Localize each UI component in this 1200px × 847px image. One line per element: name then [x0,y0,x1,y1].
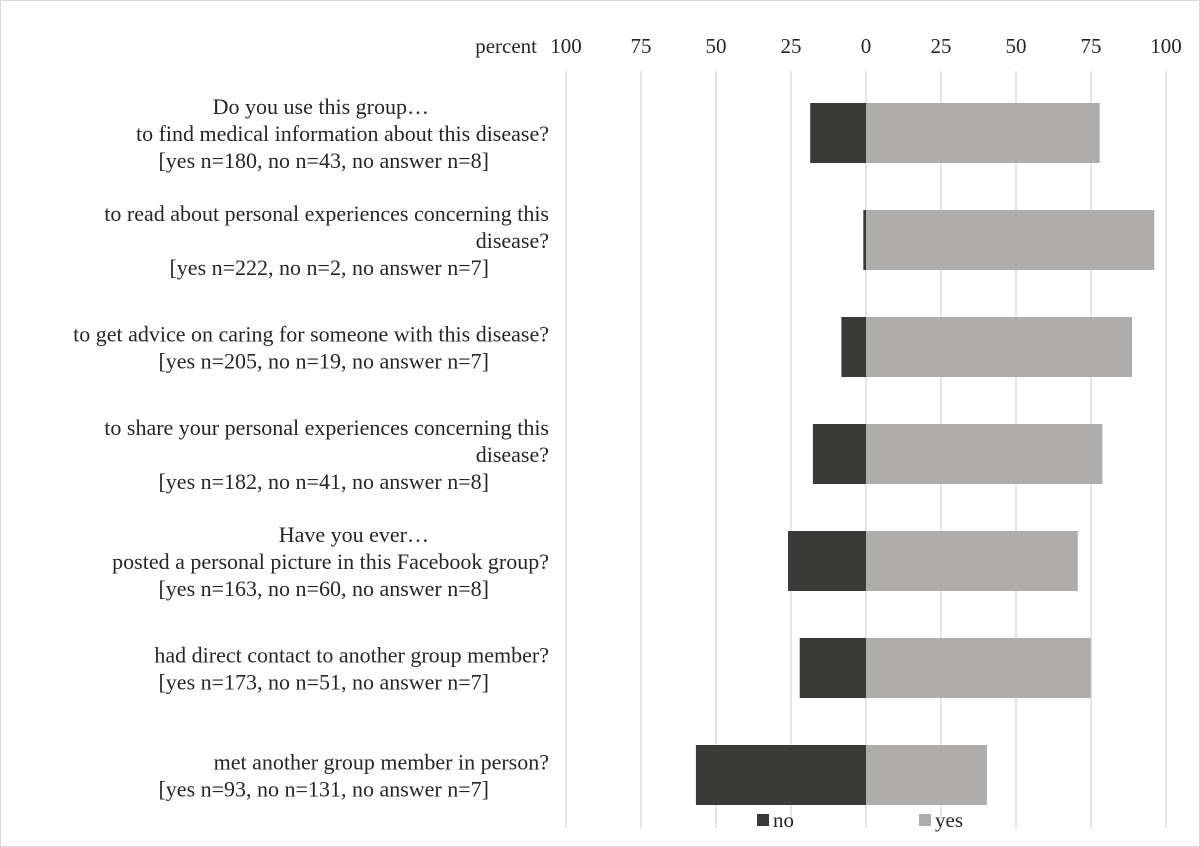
bar-yes-4 [866,531,1078,591]
category-label-5: had direct contact to another group memb… [154,643,549,695]
x-axis-title: percent [475,34,537,58]
x-tick-label: 75 [1081,34,1102,58]
category-label-line: disease? [476,442,549,467]
category-label-6: met another group member in person?[yes … [158,750,549,802]
x-tick-label: 100 [1150,34,1182,58]
legend-label-no: no [773,808,794,832]
x-tick-label: 50 [1006,34,1027,58]
x-tick-label: 75 [631,34,652,58]
category-label-line: to find medical information about this d… [136,121,549,146]
category-label-line: to get advice on caring for someone with… [73,322,549,347]
bar-yes-5 [866,638,1091,698]
x-tick-label: 0 [861,34,872,58]
x-tick-label: 100 [550,34,582,58]
category-label-line: [yes n=93, no n=131, no answer n=7] [158,777,489,802]
category-label-line: Have you ever… [279,522,429,547]
category-label-line: met another group member in person? [214,750,549,775]
category-label-line: to read about personal experiences conce… [104,201,549,226]
bar-yes-3 [866,424,1103,484]
category-label-line: [yes n=180, no n=43, no answer n=8] [158,148,489,173]
category-label-line: posted a personal picture in this Facebo… [112,549,549,574]
category-label-2: to get advice on caring for someone with… [73,322,549,374]
legend-swatch-yes [919,814,931,826]
category-label-line: [yes n=205, no n=19, no answer n=7] [158,349,489,374]
category-label-3: to share your personal experiences conce… [104,415,549,494]
category-label-line: Do you use this group… [213,94,429,119]
legend-label-yes: yes [935,808,963,832]
category-label-line: [yes n=163, no n=60, no answer n=8] [158,576,489,601]
bar-no-5 [799,638,866,698]
category-label-line: disease? [476,228,549,253]
category-label-1: to read about personal experiences conce… [104,201,549,280]
category-label-line: to share your personal experiences conce… [104,415,549,440]
bar-no-2 [841,317,866,377]
x-tick-label: 25 [781,34,802,58]
category-label-line: [yes n=173, no n=51, no answer n=7] [158,670,489,695]
category-label-4: Have you ever…posted a personal picture … [112,522,549,601]
category-label-line: [yes n=182, no n=41, no answer n=8] [158,469,489,494]
bar-no-0 [810,103,866,163]
bar-no-6 [695,745,866,805]
bar-yes-1 [866,210,1155,270]
bar-no-1 [863,210,866,270]
x-tick-label: 50 [706,34,727,58]
bar-no-4 [788,531,866,591]
bar-yes-0 [866,103,1100,163]
category-label-0: Do you use this group…to find medical in… [136,94,549,173]
bar-yes-6 [866,745,987,805]
category-label-line: had direct contact to another group memb… [154,643,549,668]
bar-yes-2 [866,317,1133,377]
category-label-line: [yes n=222, no n=2, no answer n=7] [169,255,489,280]
x-tick-label: 25 [931,34,952,58]
bar-no-3 [812,424,866,484]
legend-swatch-no [757,814,769,826]
